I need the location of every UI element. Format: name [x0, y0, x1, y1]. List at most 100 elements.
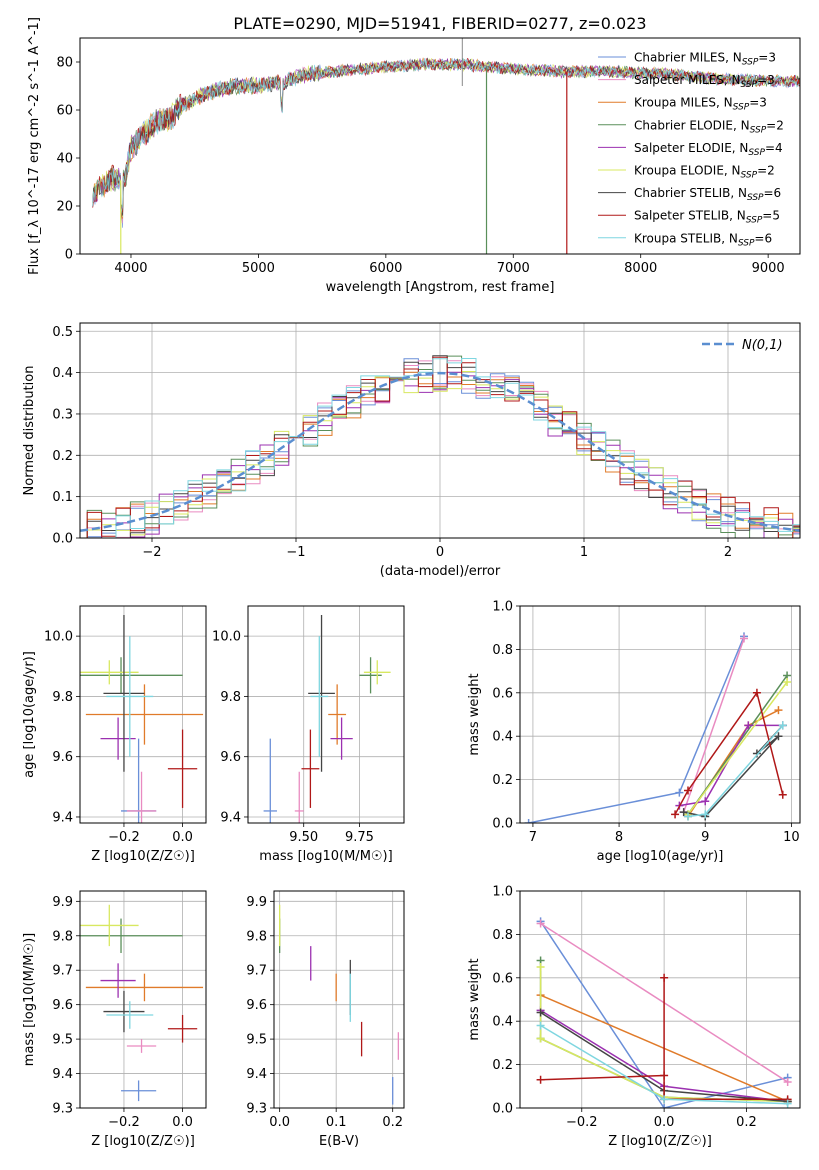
panel-mass-vs-EBV: 0.0 0.1 0.2 9.3 9.4 9.5 9.6 9.7 9.8 9.9 E(B-V)	[246, 890, 405, 1149]
y-tick-label: 9.5	[52, 1033, 73, 1048]
x-tick-label: 1	[580, 545, 588, 560]
weight-line	[674, 691, 784, 815]
y-tick-label: 9.8	[246, 929, 267, 944]
histogram-series	[80, 355, 800, 538]
y-tick-label: 9.3	[246, 1102, 267, 1117]
x-axis-label: E(B-V)	[319, 1134, 359, 1149]
weight-marker	[536, 1021, 545, 1030]
x-tick-label: 9.50	[289, 830, 318, 845]
y-tick-label: 0.2	[492, 1058, 513, 1073]
x-tick-label: 10	[783, 830, 800, 845]
x-axis-label: mass [log10(M/M☉)]	[259, 849, 392, 864]
weight-marker	[660, 1071, 669, 1080]
y-tick-label: 0.0	[492, 817, 513, 832]
axes-frame	[247, 605, 405, 824]
panel-mass-weight-vs-age: 7 8 9 10 0.0 0.2 0.4 0.6 0.8 1.0 age [log10(age/yr…	[467, 600, 801, 864]
y-axis-label: Flux [f_λ 10^-17 erg cm^-2 s^-1 A^-1]	[27, 17, 42, 275]
y-tick-label: 10.0	[212, 630, 241, 645]
x-tick-label: 0.2	[382, 1115, 403, 1130]
x-axis-label: wavelength [Angstrom, rest frame]	[326, 280, 555, 295]
plot-area	[263, 615, 391, 823]
panel-mass-weight-vs-Z: −0.2 0.0 0.2 0.0 0.2 0.4 0.6 0.8 1.0 Z [log10(Z/Z…	[467, 885, 801, 1149]
plot-area	[80, 615, 204, 823]
spectrum-line	[92, 57, 800, 216]
plot-area	[279, 904, 399, 1105]
spectrum-line	[92, 57, 800, 216]
y-tick-label: 9.6	[52, 750, 73, 765]
x-tick-label: 0.0	[654, 1115, 675, 1130]
histogram-series	[80, 356, 800, 538]
x-tick-label: 0.0	[269, 1115, 290, 1130]
legend-label: Salpeter STELIB, NSSP=5	[634, 209, 780, 226]
x-tick-label: −2	[142, 545, 161, 560]
legend-normal-label: N(0,1)	[742, 338, 783, 353]
y-tick-label: 20	[56, 200, 73, 215]
panel-spectrum: 4000 5000 6000 7000 8000 9000 0 20 40 60 80 wavelen…	[27, 17, 801, 295]
weight-marker	[536, 1075, 545, 1084]
weight-marker	[752, 749, 761, 758]
x-tick-label: 7000	[497, 261, 530, 276]
legend-label: Chabrier STELIB, NSSP=6	[634, 186, 781, 203]
y-tick-label: 0.2	[52, 449, 73, 464]
y-tick-label: 0.8	[492, 643, 513, 658]
y-tick-label: 9.9	[246, 895, 267, 910]
legend-label: Kroupa MILES, NSSP=3	[634, 96, 767, 113]
x-tick-label: 0.0	[172, 1115, 193, 1130]
weight-line	[540, 977, 788, 1101]
y-tick-label: 9.8	[220, 690, 241, 705]
weight-line	[679, 724, 783, 807]
weight-marker	[536, 962, 545, 971]
weight-marker	[536, 1008, 545, 1017]
y-tick-label: 9.4	[220, 810, 241, 825]
weight-marker	[671, 810, 680, 819]
weight-marker	[660, 973, 669, 982]
weight-marker	[524, 819, 533, 823]
y-tick-label: 1.0	[492, 885, 513, 900]
normal-curve	[80, 371, 800, 533]
y-tick-label: 9.6	[246, 998, 267, 1013]
x-tick-label: 0.2	[736, 1115, 757, 1130]
x-axis-label: Z [log10(Z/Z☉)]	[608, 1134, 712, 1149]
y-tick-label: 0.3	[52, 407, 73, 422]
y-tick-label: 0.2	[492, 773, 513, 788]
y-tick-label: 9.6	[220, 750, 241, 765]
y-tick-label: 9.5	[246, 1033, 267, 1048]
weight-marker	[778, 721, 787, 730]
y-tick-label: 9.7	[52, 964, 73, 979]
y-tick-label: 9.7	[246, 964, 267, 979]
y-tick-label: 0.1	[52, 490, 73, 505]
x-tick-label: 0	[436, 545, 444, 560]
y-tick-label: 0.0	[52, 532, 73, 547]
y-tick-label: 9.4	[52, 810, 73, 825]
y-tick-label: 80	[56, 56, 73, 71]
x-tick-label: −1	[286, 545, 305, 560]
x-tick-label: 0.1	[326, 1115, 347, 1130]
panel-age-vs-Z: −0.2 0.0 9.4 9.6 9.8 10.0 Z [log10(Z/Z☉)] age […	[22, 605, 207, 864]
plot-area	[80, 355, 800, 538]
weight-line	[539, 920, 788, 1108]
y-tick-label: 9.8	[52, 929, 73, 944]
plot-area	[80, 904, 204, 1102]
y-tick-label: 0.0	[492, 1102, 513, 1117]
axes-frame	[273, 890, 405, 1109]
axes-frame	[519, 890, 801, 1109]
x-tick-label: 8000	[624, 261, 657, 276]
legend-label: Salpeter MILES, NSSP=3	[634, 73, 775, 90]
weight-marker	[774, 706, 783, 715]
legend-label: Kroupa ELODIE, NSSP=2	[634, 164, 775, 181]
legend-label: Kroupa STELIB, NSSP=6	[634, 231, 772, 248]
x-tick-label: −0.2	[108, 1115, 140, 1130]
x-tick-label: 2	[724, 545, 732, 560]
y-tick-label: 0.5	[52, 325, 73, 340]
legend-label: Chabrier ELODIE, NSSP=2	[634, 118, 784, 135]
y-axis-label: mass [log10(M/M☉)]	[22, 933, 37, 1066]
weight-marker	[740, 634, 748, 643]
y-tick-label: 10.0	[44, 630, 73, 645]
legend-label: Chabrier MILES, NSSP=3	[634, 51, 776, 68]
y-tick-label: 9.6	[52, 998, 73, 1013]
weight-marker	[752, 688, 761, 697]
figure-title: PLATE=0290, MJD=51941, FIBERID=0277, z=0…	[233, 14, 646, 33]
weight-marker	[660, 1104, 669, 1108]
axes-frame	[79, 322, 801, 539]
legend-label: Salpeter ELODIE, NSSP=4	[634, 141, 783, 158]
